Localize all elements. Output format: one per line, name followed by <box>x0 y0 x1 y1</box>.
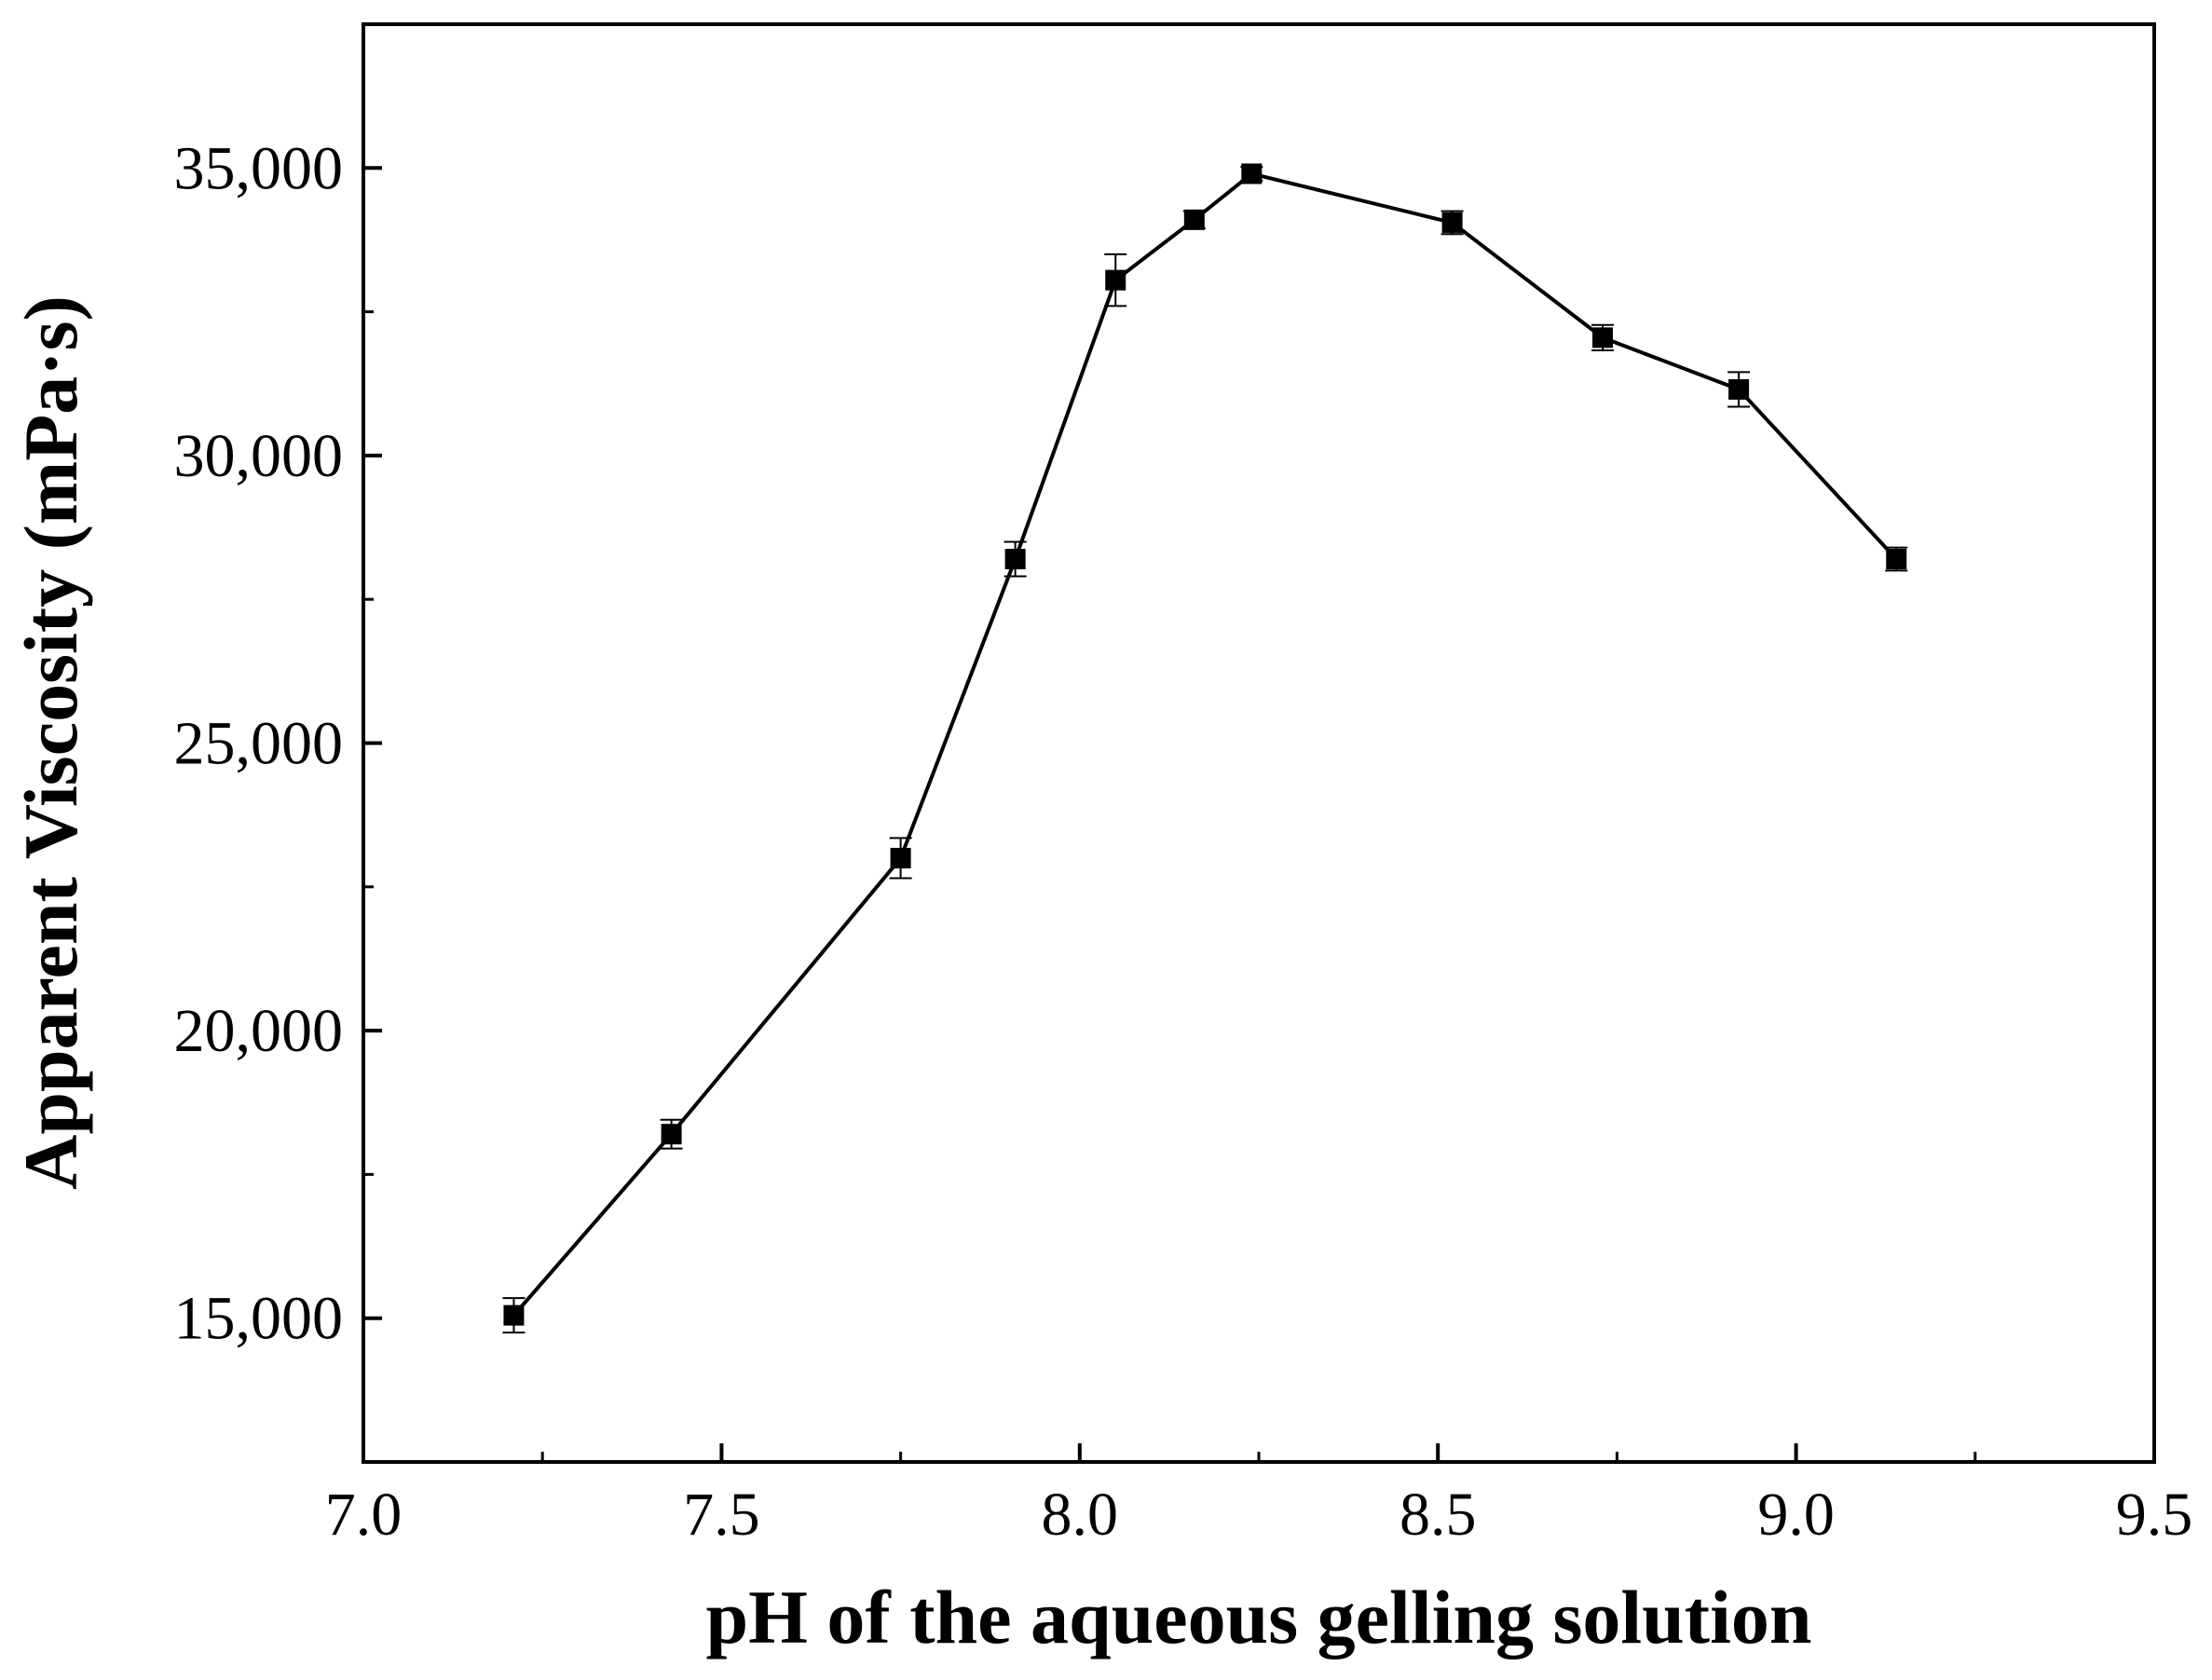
x-axis-ticks: 7.0 7.5 8.0 8.5 9.0 9.5 <box>325 1443 2193 1549</box>
data-point <box>1728 378 1750 400</box>
x-tick-label: 9.5 <box>2116 1481 2193 1549</box>
minor-ticks <box>363 310 1977 1462</box>
y-tick-label: 20,000 <box>174 997 344 1065</box>
data-point <box>1441 212 1463 233</box>
x-tick-label: 8.5 <box>1400 1481 1477 1549</box>
y-tick-label: 30,000 <box>174 422 344 490</box>
x-axis-title: pH of the aqueous gelling solution <box>706 1575 1812 1660</box>
y-tick-label: 25,000 <box>174 710 344 778</box>
x-tick-label: 7.0 <box>325 1481 403 1549</box>
x-tick-label: 7.5 <box>683 1481 760 1549</box>
plot-frame <box>362 22 2156 1464</box>
y-tick-label: 15,000 <box>174 1285 344 1353</box>
data-point <box>1105 269 1126 291</box>
data-point <box>1004 548 1026 569</box>
data-point <box>661 1124 682 1145</box>
data-point <box>1886 548 1907 569</box>
x-tick-label: 9.0 <box>1757 1481 1835 1549</box>
data-point <box>1183 209 1205 230</box>
y-axis-title: Apparent Viscosity (mPa·s) <box>8 295 93 1190</box>
series-layer <box>502 163 1908 1334</box>
data-point <box>1592 327 1614 348</box>
series-line <box>512 171 1898 1317</box>
data-point <box>890 847 911 868</box>
y-tick-label: 35,000 <box>174 134 344 202</box>
data-point <box>1241 163 1263 184</box>
data-point <box>503 1304 525 1326</box>
x-tick-label: 8.0 <box>1042 1481 1119 1549</box>
y-axis-ticks: 15,000 20,000 25,000 30,000 35,000 <box>174 134 382 1353</box>
